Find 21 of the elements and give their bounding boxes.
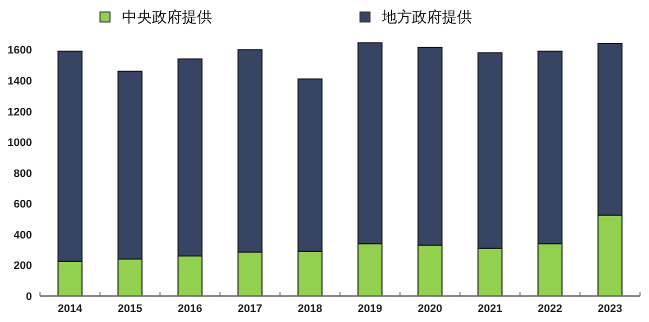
x-tick-label: 2020 — [418, 303, 442, 315]
y-tick-label: 400 — [14, 229, 32, 242]
x-tick-label: 2015 — [118, 303, 142, 315]
x-tick-label: 2014 — [58, 303, 84, 315]
x-tick-label: 2022 — [538, 303, 562, 315]
x-tick-label: 2018 — [298, 303, 322, 315]
y-tick-label: 200 — [14, 260, 32, 272]
legend-label: 中央政府提供 — [122, 9, 212, 26]
x-tick-label: 2021 — [478, 303, 502, 315]
y-tick-label: 0 — [26, 291, 32, 303]
y-tick-label: 600 — [14, 198, 32, 211]
y-tick-label: 1600 — [8, 44, 32, 57]
x-tick-label: 2019 — [358, 303, 382, 315]
y-tick-label: 1400 — [8, 75, 32, 88]
x-tick-label: 2023 — [598, 303, 622, 315]
legend-label: 地方政府提供 — [381, 9, 472, 26]
x-tick-label: 2016 — [178, 303, 202, 315]
y-tick-label: 1000 — [8, 137, 32, 150]
y-tick-label: 1200 — [8, 106, 32, 118]
x-tick-label: 2017 — [238, 303, 262, 315]
y-tick-label: 800 — [14, 168, 32, 180]
